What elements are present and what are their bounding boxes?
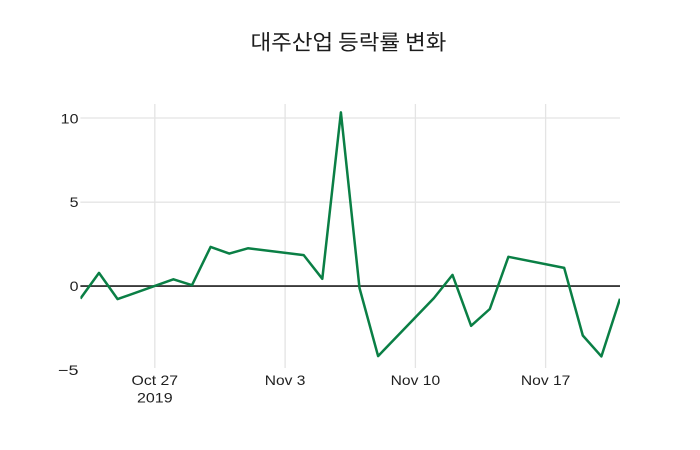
svg-text:10: 10 bbox=[61, 110, 79, 126]
svg-text:Oct 27: Oct 27 bbox=[132, 372, 179, 388]
svg-text:Nov 17: Nov 17 bbox=[521, 372, 571, 388]
svg-text:5: 5 bbox=[70, 194, 79, 210]
svg-text:Nov 3: Nov 3 bbox=[265, 372, 306, 388]
svg-text:0: 0 bbox=[70, 278, 79, 294]
svg-text:2019: 2019 bbox=[137, 390, 173, 406]
svg-text:Nov 10: Nov 10 bbox=[391, 372, 441, 388]
svg-text:−5: −5 bbox=[58, 362, 79, 378]
